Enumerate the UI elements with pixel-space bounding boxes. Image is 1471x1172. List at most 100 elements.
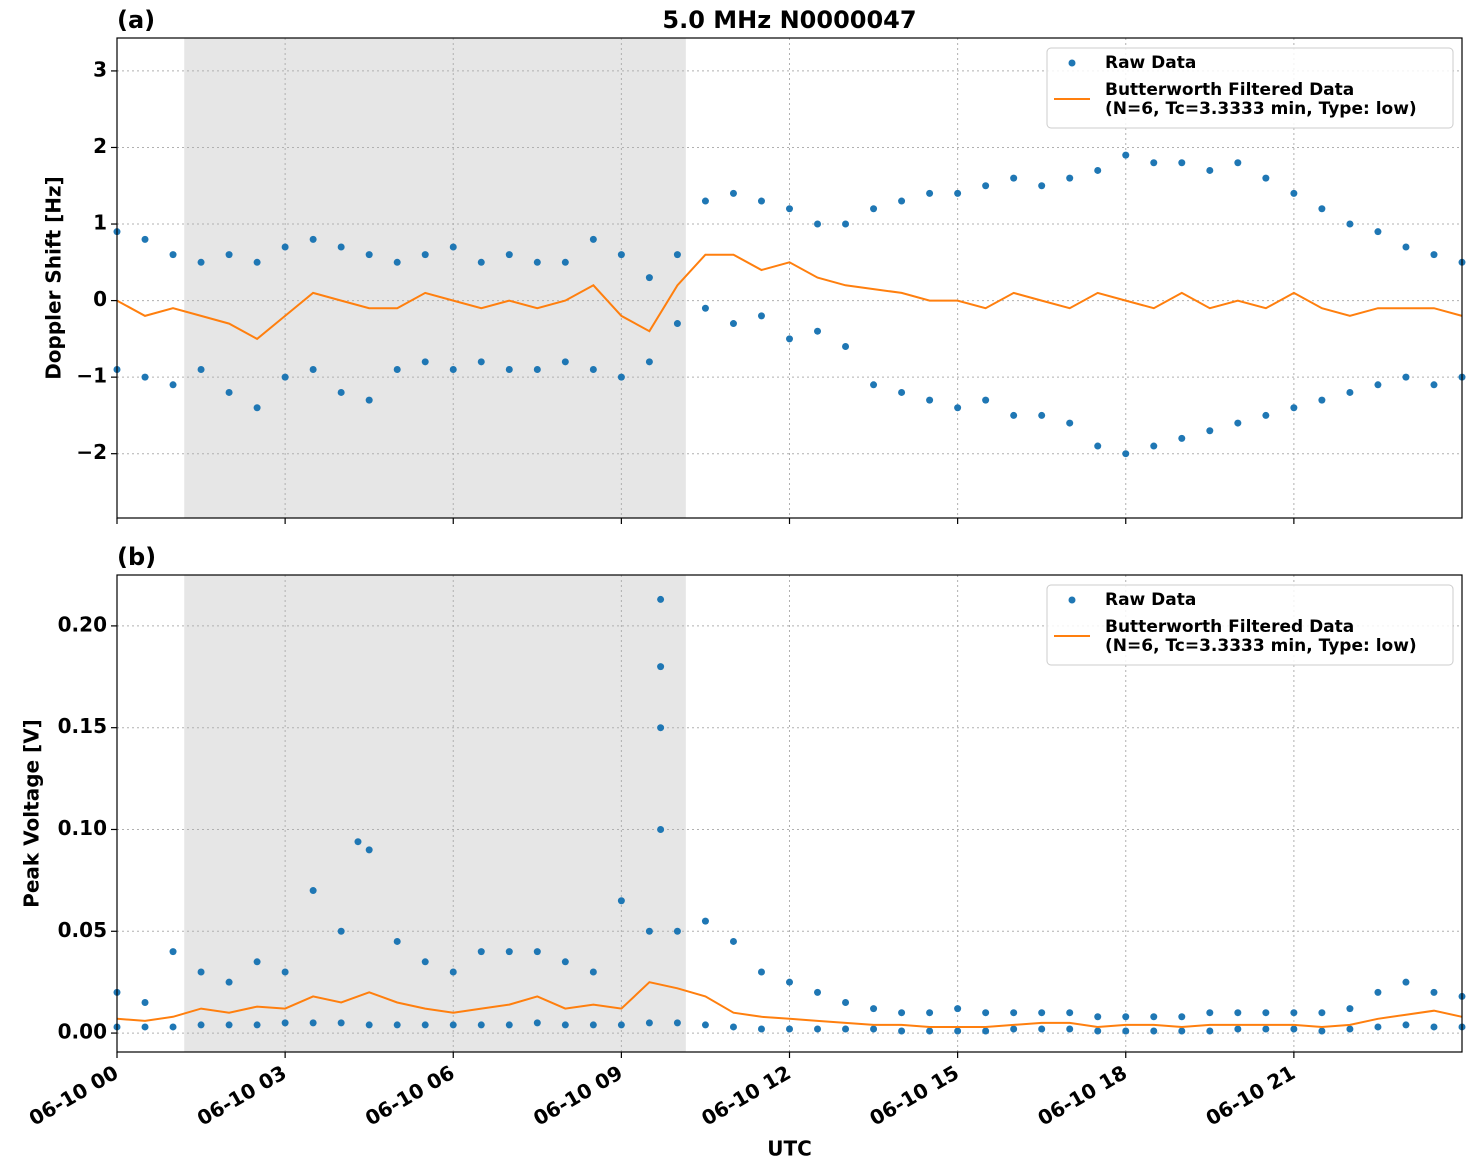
raw-point: [786, 335, 793, 343]
legend: Raw Data Butterworth Filtered Data (N=6, T…: [1046, 47, 1454, 129]
raw-point: [786, 1025, 793, 1033]
raw-point: [225, 388, 233, 396]
raw-point: [225, 978, 233, 986]
raw-point: [477, 258, 485, 266]
raw-point: [589, 365, 597, 373]
raw-point: [1066, 1025, 1074, 1033]
raw-point: [645, 927, 653, 935]
raw-point: [1094, 442, 1102, 450]
raw-point: [169, 251, 177, 259]
raw-point: [1038, 1009, 1046, 1017]
raw-point: [1094, 166, 1102, 174]
raw-point: [1066, 174, 1074, 182]
raw-point: [505, 948, 513, 956]
raw-point: [814, 327, 822, 335]
legend-box: [1046, 584, 1454, 666]
raw-point: [870, 381, 878, 389]
raw-point: [533, 1019, 541, 1027]
raw-point: [898, 1027, 906, 1035]
raw-point: [1346, 1025, 1354, 1033]
raw-point: [1094, 1027, 1102, 1035]
raw-point: [1346, 388, 1354, 396]
raw-point: [982, 1027, 990, 1035]
raw-point: [393, 258, 401, 266]
raw-point: [842, 343, 850, 351]
raw-point: [1206, 166, 1214, 174]
raw-point: [1318, 396, 1326, 404]
x-tick-label: 06-10 15: [865, 1060, 963, 1130]
raw-point: [1038, 1025, 1046, 1033]
raw-point: [870, 1025, 878, 1033]
raw-point: [729, 937, 737, 945]
raw-point: [1290, 189, 1298, 197]
raw-point: [657, 663, 665, 671]
raw-point: [1206, 427, 1214, 435]
raw-point: [281, 243, 289, 251]
raw-point: [954, 189, 962, 197]
x-axis-label: UTC: [767, 1137, 812, 1161]
raw-point: [365, 396, 373, 404]
raw-point: [1122, 1027, 1130, 1035]
raw-point: [757, 197, 765, 205]
raw-point: [814, 1025, 822, 1033]
raw-point: [1122, 1013, 1130, 1021]
plot-frame: [116, 574, 1463, 1053]
filtered-line: [116, 981, 1463, 1029]
raw-point: [1122, 151, 1130, 159]
raw-point: [657, 595, 665, 603]
raw-point: [1374, 381, 1382, 389]
raw-point: [842, 999, 850, 1007]
raw-point: [617, 251, 625, 259]
raw-point: [225, 251, 233, 259]
raw-point: [1374, 228, 1382, 236]
raw-point: [281, 373, 289, 381]
raw-point: [926, 189, 934, 197]
raw-point: [954, 404, 962, 412]
raw-point: [1010, 174, 1018, 182]
raw-point: [1374, 988, 1382, 996]
raw-point: [281, 1019, 289, 1027]
plot-frame: [116, 37, 1463, 519]
raw-point: [1290, 1025, 1298, 1033]
raw-point: [657, 825, 665, 833]
panel: 06-10 00 06-10 03 06-10 06 06-10 09 06-10 12…: [20, 543, 1466, 1161]
raw-point: [1094, 1013, 1102, 1021]
raw-point: [1150, 1013, 1158, 1021]
raw-point: [197, 258, 205, 266]
legend-marker: [1068, 59, 1076, 67]
raw-point: [898, 197, 906, 205]
raw-point: [657, 724, 665, 732]
raw-point: [645, 274, 653, 282]
raw-point: [617, 897, 625, 905]
raw-point: [1178, 434, 1186, 442]
raw-point: [1318, 1027, 1326, 1035]
raw-point: [1206, 1027, 1214, 1035]
raw-point: [1206, 1009, 1214, 1017]
y-tick-label: 0.05: [58, 918, 107, 942]
x-tick-label: 06-10 03: [193, 1060, 291, 1130]
panel-label: (b): [117, 543, 156, 571]
raw-point: [449, 365, 457, 373]
raw-point: [197, 1021, 205, 1029]
raw-point: [1150, 1027, 1158, 1035]
panel: −2 −1 0 1 2 3 (a) 5.0 MHz N0000047 Doppler Shift…: [42, 6, 1466, 524]
y-axis-label: Peak Voltage [V]: [20, 719, 44, 908]
raw-point: [449, 243, 457, 251]
raw-point: [337, 243, 345, 251]
raw-point: [814, 988, 822, 996]
raw-point: [982, 182, 990, 190]
raw-point: [309, 1019, 317, 1027]
x-tick-label: 06-10 09: [529, 1060, 627, 1130]
raw-point: [309, 365, 317, 373]
raw-point: [561, 1021, 569, 1029]
raw-point: [1402, 373, 1410, 381]
raw-point: [1402, 978, 1410, 986]
y-tick-label: 0: [93, 287, 107, 311]
legend-label: Butterworth Filtered Data (N=6, Tc=3.3333…: [1105, 80, 1417, 119]
raw-point: [393, 365, 401, 373]
raw-point: [505, 1021, 513, 1029]
raw-point: [1178, 159, 1186, 167]
raw-point: [1430, 381, 1438, 389]
raw-point: [870, 205, 878, 213]
